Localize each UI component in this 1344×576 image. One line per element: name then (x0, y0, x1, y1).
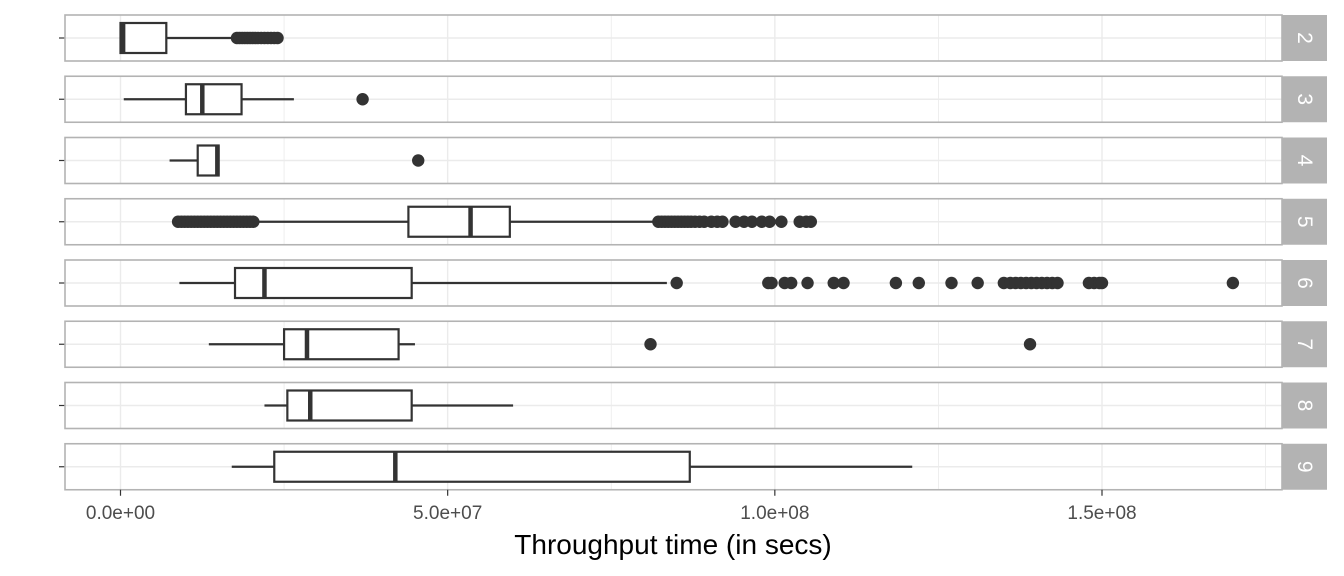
outlier-point (1023, 338, 1037, 351)
facet-strip (1282, 321, 1327, 368)
facet-strip (1282, 15, 1327, 61)
outlier-point (837, 276, 850, 290)
outlier-point (801, 276, 814, 290)
outlier-point (763, 215, 776, 228)
iqr-box (119, 21, 168, 55)
outlier-point (356, 93, 369, 106)
x-tick-label: 0.0e+00 (86, 503, 155, 524)
facet-panel-3: 3 (59, 75, 1327, 124)
facet-panel-9: 9 (59, 442, 1327, 491)
facet-panel-2: 2 (59, 14, 1327, 62)
x-tick-label: 1.0e+08 (740, 503, 809, 524)
iqr-box (407, 205, 511, 238)
facet-strip (1282, 76, 1327, 123)
outlier-point (765, 276, 778, 290)
x-axis-title: Throughput time (in secs) (514, 529, 831, 560)
x-tick-label: 1.5e+08 (1067, 503, 1136, 524)
outlier-point (716, 215, 729, 228)
outlier-point (729, 215, 742, 228)
facet-strip (1282, 260, 1327, 306)
iqr-box (286, 389, 413, 422)
iqr-box (233, 266, 413, 300)
outlier-point (945, 276, 958, 290)
facet-strip-label: 7 (1293, 338, 1316, 350)
facet-strip-label: 6 (1293, 277, 1316, 289)
outlier-point (804, 215, 818, 228)
facet-strip-label: 5 (1293, 216, 1316, 228)
facet-strip-label: 3 (1293, 93, 1316, 105)
x-tick-label: 5.0e+07 (413, 503, 482, 524)
x-axis: 0.0e+00 5.0e+07 1.0e+08 1.5e+08 (86, 489, 1137, 524)
outlier-point (644, 338, 657, 351)
outlier-point (1051, 276, 1064, 290)
facet-strip-label: 2 (1293, 32, 1316, 44)
facet-strip (1282, 198, 1327, 245)
facet-strip (1282, 443, 1327, 490)
facet-panel-4: 4 (59, 136, 1327, 185)
facet-strip-label: 4 (1293, 155, 1316, 167)
facet-strip (1282, 137, 1327, 184)
outlier-point (271, 31, 284, 45)
outlier-point (247, 215, 260, 228)
outlier-point (775, 215, 788, 228)
panels-layer: 2 3 4 5 6 7 8 9 (59, 14, 1327, 491)
outlier-point (971, 276, 984, 290)
iqr-box (273, 450, 691, 483)
outlier-point (745, 215, 759, 228)
outlier-point (670, 276, 683, 290)
outlier-point (784, 276, 798, 290)
facet-strip (1282, 382, 1327, 429)
iqr-box (282, 328, 400, 361)
outlier-point (912, 276, 925, 290)
facet-strip-label: 8 (1293, 400, 1316, 412)
facet-panel-7: 7 (59, 320, 1327, 369)
facet-panel-8: 8 (59, 381, 1327, 430)
outlier-point (827, 276, 840, 290)
iqr-box (184, 83, 243, 116)
outlier-point (889, 276, 903, 290)
facet-strip-label: 9 (1293, 461, 1316, 473)
outlier-point (1226, 276, 1240, 290)
facet-panel-5: 5 (59, 197, 1327, 246)
outlier-point (1095, 276, 1109, 290)
facet-panel-6: 6 (59, 259, 1327, 307)
outlier-point (412, 154, 425, 167)
